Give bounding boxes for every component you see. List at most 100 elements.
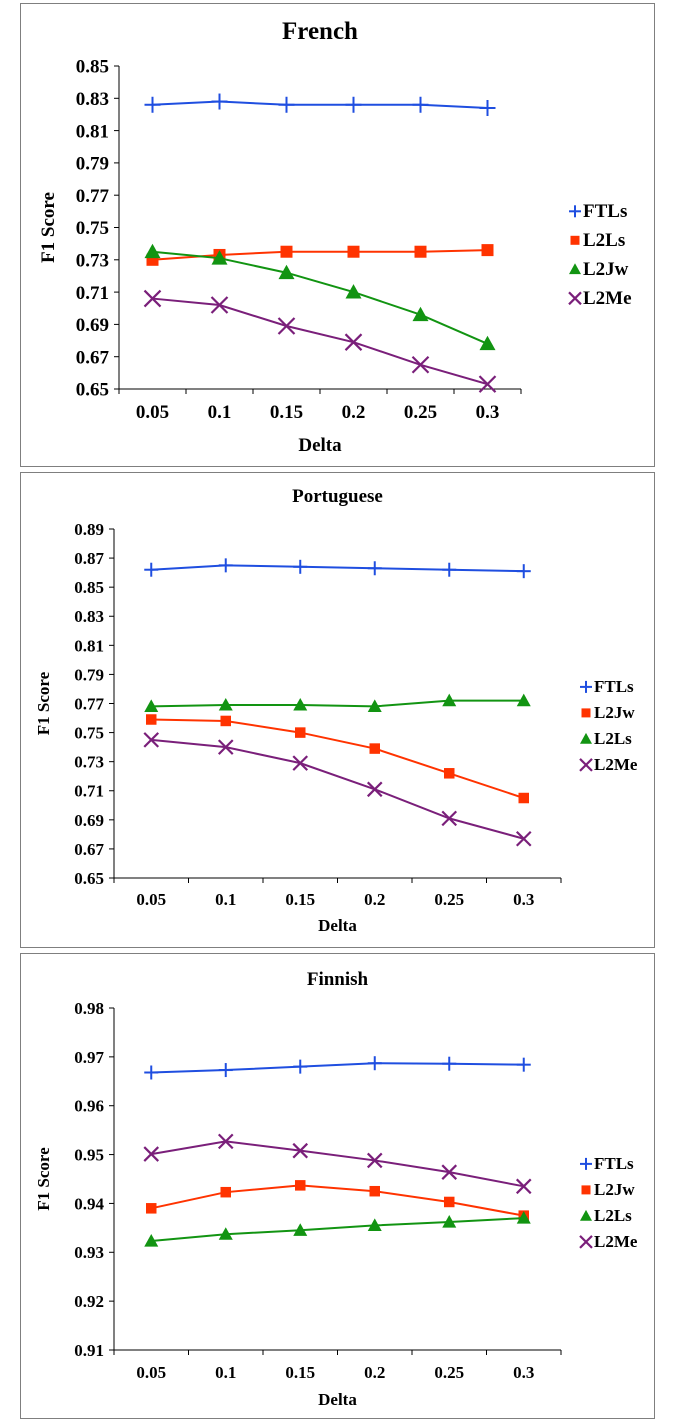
y-tick-label: 0.83 bbox=[76, 89, 109, 110]
data-point-l2ls bbox=[347, 245, 360, 258]
data-point-l2me bbox=[292, 1142, 309, 1159]
data-point-l2me-b bbox=[344, 333, 363, 351]
series-line-l2jw bbox=[151, 1184, 524, 1217]
y-tick-label: 0.79 bbox=[74, 665, 104, 684]
legend-label: L2Jw bbox=[594, 703, 635, 722]
data-point-l2ls bbox=[218, 1227, 233, 1240]
data-point-l2jw bbox=[444, 1196, 455, 1208]
data-point-l2me bbox=[441, 810, 458, 827]
x-tick-label: 0.15 bbox=[270, 402, 303, 423]
y-tick-label: 0.89 bbox=[74, 520, 104, 539]
data-point-l2jw bbox=[146, 1203, 157, 1214]
legend-label: L2Jw bbox=[583, 259, 629, 280]
legend-label: L2Me bbox=[594, 755, 638, 774]
y-tick-label: 0.85 bbox=[74, 578, 104, 597]
legend-label: L2Ls bbox=[583, 230, 625, 251]
data-point-ftls bbox=[516, 564, 531, 579]
y-tick-label: 0.65 bbox=[76, 380, 109, 401]
legend-label: L2Me bbox=[583, 288, 632, 309]
legend-label: FTLs bbox=[594, 677, 634, 696]
data-point-l2me bbox=[366, 781, 383, 798]
legend-item-l2jw: L2Jw bbox=[581, 703, 635, 722]
legend-marker-l2me-b bbox=[568, 291, 582, 306]
y-axis-label: F1 Score bbox=[38, 192, 59, 263]
series-line-l2me bbox=[151, 1140, 524, 1188]
series-line-l2jw bbox=[152, 250, 488, 345]
legend-item-l2ls: L2Ls bbox=[580, 729, 632, 748]
data-point-l2ls bbox=[144, 699, 159, 713]
data-point-l2me-b bbox=[292, 755, 309, 771]
data-point-l2ls bbox=[280, 245, 293, 258]
legend-item-l2jw: L2Jw bbox=[569, 259, 629, 280]
legend-item-l2ls: L2Ls bbox=[580, 1206, 632, 1225]
data-point-l2jw bbox=[369, 1185, 380, 1197]
y-tick-label: 0.95 bbox=[74, 1146, 104, 1165]
data-point-l2ls bbox=[293, 697, 308, 711]
y-tick-label: 0.67 bbox=[76, 347, 110, 368]
legend-label: FTLs bbox=[594, 1154, 634, 1173]
y-tick-label: 0.71 bbox=[74, 782, 104, 801]
data-point-l2jw bbox=[518, 792, 529, 804]
y-tick-label: 0.83 bbox=[74, 607, 104, 626]
legend-item-l2me: L2Me bbox=[568, 288, 632, 309]
legend-item-l2me: L2Me bbox=[579, 1232, 638, 1251]
data-point-l2ls bbox=[442, 693, 457, 707]
x-tick-label: 0.15 bbox=[285, 890, 315, 909]
legend-marker-l2me-b bbox=[579, 1235, 593, 1249]
data-point-ftls bbox=[479, 99, 496, 116]
data-point-l2me-b bbox=[515, 1178, 532, 1195]
data-point-l2me-b bbox=[143, 289, 162, 308]
x-axis-label: Delta bbox=[318, 1390, 357, 1409]
legend-marker-l2me bbox=[568, 291, 582, 306]
data-point-l2me-b bbox=[217, 1133, 234, 1150]
series-line-ftls bbox=[152, 100, 488, 109]
data-point-ftls bbox=[218, 558, 233, 573]
chart-svg: Finnish 0.91 0.92 0.93 0.94 0.95 0.96 0.97 0.98 0… bbox=[34, 969, 638, 1409]
data-point-ftls bbox=[367, 561, 382, 576]
data-point-ftls bbox=[144, 1065, 159, 1080]
legend-marker-l2ls bbox=[570, 235, 580, 245]
y-tick-label: 0.91 bbox=[74, 1341, 104, 1360]
x-axis-label: Delta bbox=[298, 435, 342, 456]
y-tick-label: 0.77 bbox=[74, 694, 104, 713]
series-line-l2ls bbox=[151, 699, 524, 708]
data-point-l2me bbox=[292, 755, 309, 771]
x-tick-label: 0.25 bbox=[434, 1363, 464, 1382]
x-tick-label: 0.05 bbox=[136, 890, 166, 909]
y-tick-label: 0.69 bbox=[74, 811, 104, 830]
data-point-l2me bbox=[210, 296, 229, 314]
data-point-l2jw bbox=[295, 1180, 306, 1191]
data-point-l2ls bbox=[442, 1214, 457, 1228]
chart-title: French bbox=[282, 18, 358, 45]
y-tick-label: 0.71 bbox=[76, 283, 109, 304]
data-point-ftls bbox=[144, 96, 161, 113]
y-tick-label: 0.97 bbox=[74, 1048, 104, 1067]
y-tick-label: 0.85 bbox=[76, 57, 109, 78]
data-point-l2ls bbox=[414, 245, 427, 258]
x-tick-label: 0.05 bbox=[136, 402, 169, 423]
data-point-l2me-b bbox=[515, 830, 532, 847]
legend-marker-ftls bbox=[580, 680, 592, 693]
data-point-l2jw bbox=[412, 306, 429, 322]
series-line-l2ls bbox=[151, 1217, 524, 1243]
data-point-l2me bbox=[344, 333, 363, 351]
data-point-l2jw bbox=[369, 743, 380, 754]
data-point-l2ls bbox=[481, 244, 494, 257]
data-point-l2me-b bbox=[277, 317, 296, 335]
data-point-l2jw bbox=[220, 715, 231, 727]
data-point-l2jw bbox=[444, 768, 455, 779]
legend-label: L2Ls bbox=[594, 729, 632, 748]
y-axis-label: F1 Score bbox=[34, 1147, 53, 1211]
chart-title: Portuguese bbox=[292, 486, 383, 507]
chart-svg: Portuguese 0.65 0.67 0.69 0.71 0.73 0.75 0.77 0.… bbox=[34, 486, 638, 935]
y-axis-label: F1 Score bbox=[34, 671, 53, 735]
data-point-l2me bbox=[217, 1133, 234, 1150]
y-tick-label: 0.92 bbox=[74, 1292, 104, 1311]
y-tick-label: 0.67 bbox=[74, 840, 104, 859]
y-tick-label: 0.65 bbox=[74, 869, 104, 888]
legend-marker-l2me bbox=[579, 1235, 593, 1249]
series-line-ftls bbox=[151, 1062, 524, 1074]
data-point-l2me bbox=[217, 739, 234, 755]
chart-title: Finnish bbox=[307, 969, 369, 990]
x-tick-label: 0.1 bbox=[208, 402, 232, 423]
